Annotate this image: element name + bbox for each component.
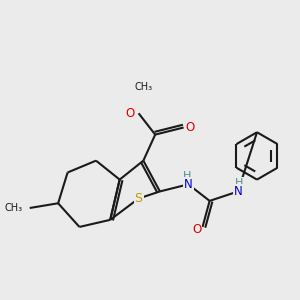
Text: O: O	[185, 121, 194, 134]
Text: H: H	[235, 178, 243, 188]
Text: O: O	[126, 107, 135, 120]
Text: N: N	[234, 185, 242, 198]
Text: S: S	[135, 192, 142, 205]
Text: H: H	[183, 171, 191, 181]
Text: CH₃: CH₃	[4, 203, 22, 213]
Text: CH₃: CH₃	[134, 82, 152, 92]
Text: N: N	[184, 178, 193, 191]
Text: O: O	[192, 223, 201, 236]
